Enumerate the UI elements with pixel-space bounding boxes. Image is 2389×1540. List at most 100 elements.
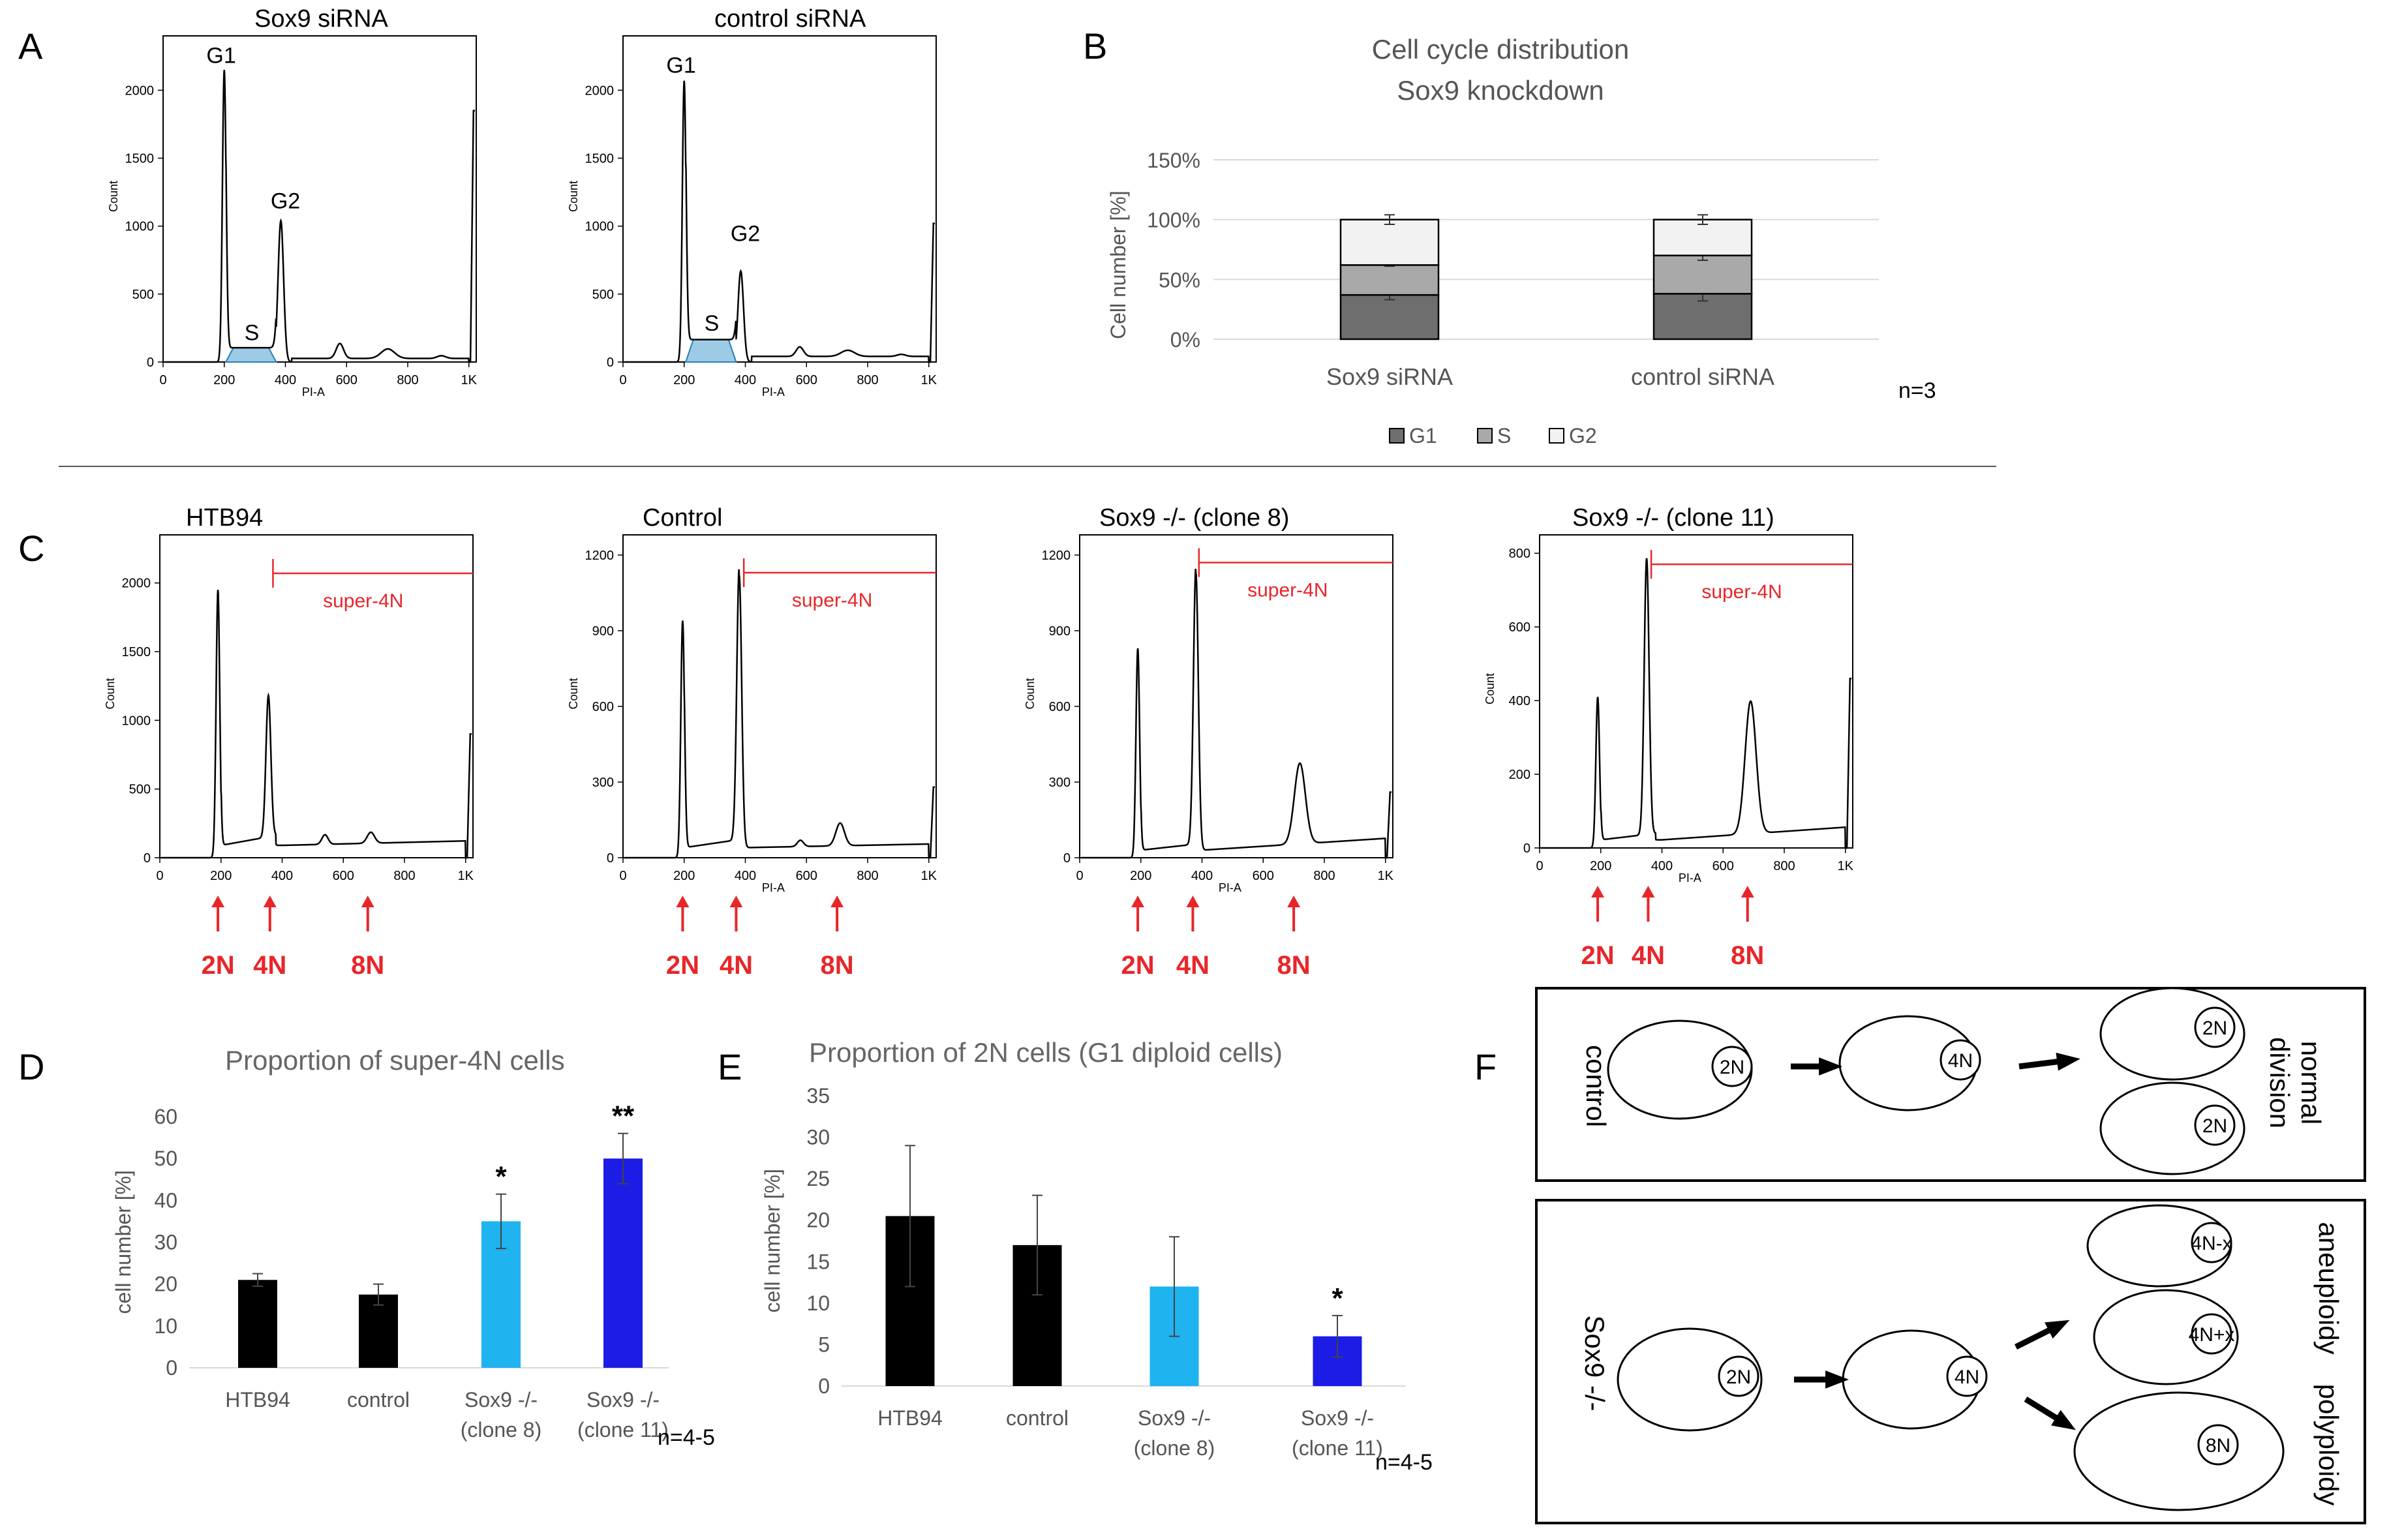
gate-label: super-4N: [1247, 580, 1328, 601]
y-tick-label: 30: [806, 1126, 830, 1149]
category-label: (clone 11): [1292, 1436, 1383, 1460]
y-tick-label: 10: [154, 1314, 177, 1338]
ploidy-arrow-head: [1131, 896, 1145, 907]
peak-label: G1: [666, 53, 695, 78]
y-tick-label: 600: [1049, 700, 1071, 714]
x-tick-label: 400: [275, 373, 296, 387]
x-tick-label: 0: [1536, 859, 1543, 873]
y-axis-label: cell number [%]: [761, 1169, 784, 1313]
plot-frame: [159, 534, 474, 858]
sox9-box: [1535, 1199, 2366, 1524]
x-tick-label: 400: [1651, 859, 1673, 873]
ploidy-arrow-head: [1641, 886, 1655, 898]
ploidy-label: 4N: [1632, 941, 1665, 970]
y-axis-label: Count: [567, 181, 580, 212]
panel-letter-E: E: [718, 1046, 742, 1087]
y-tick-label: 1200: [585, 549, 615, 563]
x-tick-label: 1K: [1378, 869, 1394, 883]
y-tick-label: 500: [129, 783, 151, 797]
y-tick-label: 600: [1509, 620, 1530, 635]
x-tick-label: 200: [1130, 869, 1151, 883]
category-label: HTB94: [225, 1388, 290, 1412]
category-label: control siRNA: [1631, 363, 1774, 390]
y-tick-label: 0: [607, 355, 614, 370]
legend-label: G2: [1569, 424, 1597, 447]
ploidy-arrow-head: [830, 896, 844, 907]
category-label: control: [347, 1388, 410, 1412]
nucleus: [1711, 1046, 1753, 1087]
bar: [603, 1158, 643, 1368]
x-tick-label: 200: [673, 373, 695, 387]
x-tick-label: 600: [796, 869, 817, 883]
ploidy-label: 4N: [720, 951, 753, 980]
x-tick-label: 800: [857, 869, 878, 883]
x-axis-label: PI-A: [302, 385, 325, 399]
y-axis-label: Count: [567, 678, 580, 709]
y-axis-label: Count: [1024, 678, 1037, 709]
x-tick-label: 1K: [458, 869, 474, 883]
ploidy-label: 4N: [253, 951, 286, 980]
peak-label: G2: [731, 222, 760, 247]
significance-marker: *: [1331, 1282, 1343, 1314]
s-phase-area: [224, 347, 278, 363]
y-tick-label: 300: [592, 776, 614, 790]
control-box: [1535, 987, 2366, 1182]
y-tick-label: 0%: [1170, 328, 1200, 352]
x-tick-label: 200: [210, 869, 232, 883]
x-axis-label: PI-A: [762, 385, 785, 399]
side-label: Sox9 -/-: [1579, 1315, 1610, 1411]
nucleus: [2194, 1104, 2236, 1146]
category-label: (clone 8): [461, 1418, 542, 1442]
y-tick-label: 30: [154, 1231, 177, 1254]
plot-frame: [1079, 534, 1393, 858]
x-tick-label: 200: [673, 869, 695, 883]
chart-title: HTB94: [186, 504, 263, 532]
bar-chart-D: Proportion of super-4N cells 0 10 20 30 40 50 6…: [112, 1045, 715, 1450]
x-tick-label: 800: [1773, 859, 1795, 873]
nucleus: [2197, 1424, 2239, 1466]
stacked-bar-segment: [1339, 219, 1440, 266]
histogram-C1: HTB94 0 500 1000 1500 2000 0 200 400 600 800 1K Coun…: [104, 504, 474, 980]
ploidy-arrow-head: [361, 896, 374, 907]
legend-swatch: [1477, 428, 1493, 444]
y-tick-label: 15: [806, 1250, 830, 1273]
legend-label: G1: [1409, 424, 1437, 447]
y-tick-label: 0: [166, 1356, 177, 1380]
y-axis-label: Count: [1484, 673, 1497, 704]
ploidy-label: 4N: [1176, 951, 1210, 980]
y-tick-label: 20: [806, 1209, 830, 1232]
y-tick-label: 10: [806, 1291, 830, 1315]
nucleus-label: 8N: [2206, 1435, 2230, 1457]
category-label: Sox9 siRNA: [1326, 363, 1453, 390]
histogram-curve: [1541, 558, 1852, 849]
ploidy-arrow-head: [1741, 886, 1754, 898]
nucleus: [1946, 1355, 1988, 1397]
arrow-head: [2056, 1052, 2080, 1071]
side-label: control: [1581, 1045, 1611, 1127]
ploidy-arrow-head: [1287, 896, 1301, 907]
x-tick-label: 600: [336, 373, 358, 387]
y-tick-label: 600: [592, 700, 614, 714]
bar: [238, 1280, 277, 1368]
ploidy-label: 8N: [351, 951, 384, 980]
stacked-bar-segment: [1652, 254, 1753, 295]
right-label: polyploidy: [2313, 1384, 2344, 1506]
arrow-head: [2051, 1410, 2076, 1430]
ploidy-label: 8N: [1731, 941, 1764, 970]
stacked-bar-chart-B: Cell cycle distribution Sox9 knockdown 0% 5…: [1106, 34, 1936, 447]
x-tick-label: 800: [393, 869, 415, 883]
bar-chart-E: Proportion of 2N cells (G1 diploid cells…: [761, 1037, 1433, 1475]
category-label: (clone 11): [577, 1418, 669, 1442]
x-axis-label: PI-A: [1219, 881, 1241, 894]
y-tick-label: 2000: [122, 577, 151, 591]
right-label: division: [2264, 1037, 2295, 1128]
gate-label: super-4N: [792, 590, 872, 611]
category-label: Sox9 -/-: [586, 1388, 660, 1412]
y-tick-label: 100%: [1147, 209, 1200, 232]
y-axis-label: Count: [107, 181, 120, 212]
y-axis-label: Cell number [%]: [1106, 190, 1130, 339]
y-tick-label: 500: [592, 288, 614, 302]
